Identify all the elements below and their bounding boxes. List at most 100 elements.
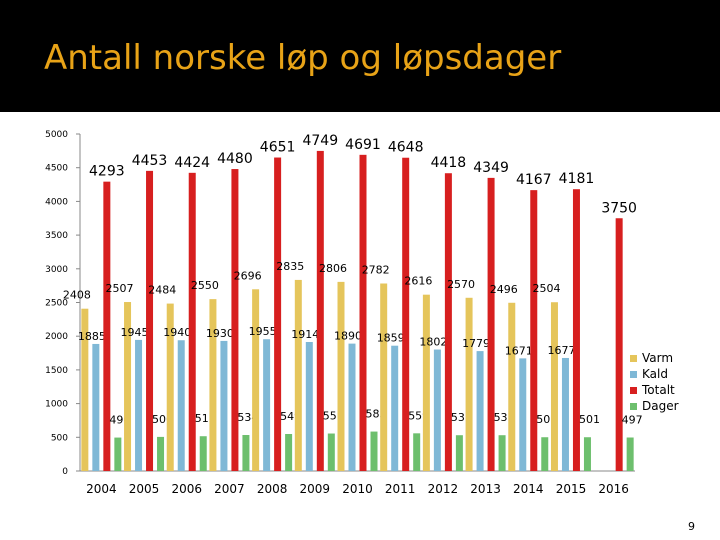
title-band bbox=[0, 0, 720, 112]
bar-totalt bbox=[444, 173, 452, 471]
data-label: 4167 bbox=[516, 172, 552, 188]
bar-totalt bbox=[530, 190, 538, 471]
legend-swatch bbox=[630, 386, 637, 394]
legend-label: Kald bbox=[642, 367, 668, 381]
y-tick-label: 0 bbox=[62, 467, 68, 477]
x-tick-label: 2015 bbox=[556, 482, 587, 496]
bar-dager bbox=[370, 431, 378, 471]
data-label: 1677 bbox=[547, 344, 575, 357]
bar-totalt bbox=[572, 189, 580, 471]
x-tick-label: 2004 bbox=[86, 482, 117, 496]
y-tick-label: 1000 bbox=[45, 400, 68, 410]
bar-varm bbox=[337, 281, 345, 471]
data-label: 2570 bbox=[447, 278, 475, 291]
bar-varm bbox=[508, 302, 516, 471]
x-tick-label: 2006 bbox=[171, 482, 202, 496]
x-tick-label: 2011 bbox=[385, 482, 416, 496]
legend-item: Varm bbox=[630, 350, 679, 366]
x-tick-label: 2008 bbox=[257, 482, 288, 496]
bar-totalt bbox=[615, 218, 623, 471]
data-label: 4293 bbox=[89, 164, 125, 180]
data-label: 2504 bbox=[532, 282, 560, 295]
bar-dager bbox=[199, 436, 207, 471]
data-label: 4648 bbox=[388, 140, 424, 156]
data-label: 2835 bbox=[276, 260, 304, 273]
bar-kald bbox=[348, 343, 356, 471]
bar-varm bbox=[81, 308, 89, 471]
bar-varm bbox=[465, 297, 473, 471]
data-label: 2616 bbox=[404, 275, 432, 288]
bar-totalt bbox=[316, 150, 324, 471]
data-label: 4691 bbox=[345, 137, 381, 153]
bar-totalt bbox=[402, 157, 410, 471]
y-tick-label: 4000 bbox=[45, 197, 68, 207]
bar-totalt bbox=[231, 169, 239, 471]
bar-dager bbox=[242, 435, 250, 471]
data-label: 4480 bbox=[217, 151, 253, 167]
bar-dager bbox=[327, 433, 335, 471]
bar-dager bbox=[114, 437, 122, 471]
bar-kald bbox=[263, 339, 271, 471]
bar-kald bbox=[177, 340, 185, 471]
legend-label: Dager bbox=[642, 399, 679, 413]
data-label: 4181 bbox=[559, 171, 595, 187]
y-tick-label: 3000 bbox=[45, 265, 68, 275]
chart-legend: Varm Kald Totalt Dager bbox=[630, 350, 679, 414]
data-label: 4651 bbox=[260, 140, 296, 156]
slide-title: Antall norske løp og løpsdager bbox=[44, 38, 562, 78]
data-label: 501 bbox=[579, 413, 600, 426]
data-label: 1930 bbox=[206, 327, 234, 340]
bar-totalt bbox=[359, 154, 367, 471]
bar-kald bbox=[220, 340, 228, 471]
data-label: 2496 bbox=[490, 283, 518, 296]
bar-totalt bbox=[487, 177, 495, 471]
bar-totalt bbox=[146, 170, 154, 471]
bar-varm bbox=[209, 299, 217, 471]
data-label: 4418 bbox=[431, 155, 467, 171]
bar-kald bbox=[476, 351, 484, 471]
data-label: 2782 bbox=[362, 263, 390, 276]
legend-item: Kald bbox=[630, 366, 679, 382]
data-label: 1940 bbox=[163, 326, 191, 339]
bar-varm bbox=[166, 303, 174, 471]
data-label: 2408 bbox=[63, 289, 91, 302]
data-label: 2484 bbox=[148, 284, 176, 297]
bar-kald bbox=[305, 341, 313, 471]
data-label: 1859 bbox=[377, 332, 405, 345]
bar-kald bbox=[561, 357, 569, 471]
data-label: 1955 bbox=[249, 325, 277, 338]
y-tick-label: 4500 bbox=[45, 164, 68, 174]
bar-varm bbox=[124, 302, 132, 471]
y-tick-label: 2000 bbox=[45, 332, 68, 342]
bar-chart: 0 500 1000 1500 2000 2500 3000 3500 4000 4500 5000… bbox=[45, 130, 643, 496]
legend-label: Varm bbox=[642, 351, 674, 365]
bar-dager bbox=[285, 433, 293, 471]
y-tick-label: 5000 bbox=[45, 130, 68, 140]
bar-dager bbox=[157, 436, 165, 471]
bar-totalt bbox=[188, 172, 196, 472]
data-label: 2550 bbox=[191, 279, 219, 292]
data-label: 1914 bbox=[291, 328, 319, 341]
y-tick-label: 3500 bbox=[45, 231, 68, 241]
y-tick-label: 1500 bbox=[45, 366, 68, 376]
bar-kald bbox=[433, 349, 441, 471]
bar-kald bbox=[391, 345, 399, 471]
data-label: 2696 bbox=[234, 269, 262, 282]
legend-item: Dager bbox=[630, 398, 679, 414]
bar-varm bbox=[294, 279, 302, 471]
data-label: 4349 bbox=[473, 160, 509, 176]
data-label: 1802 bbox=[419, 336, 447, 349]
data-label: 1890 bbox=[334, 330, 362, 343]
x-tick-label: 2010 bbox=[342, 482, 373, 496]
data-label: 1779 bbox=[462, 337, 490, 350]
data-label: 4453 bbox=[132, 153, 168, 169]
bar-varm bbox=[380, 283, 388, 471]
x-tick-label: 2013 bbox=[470, 482, 501, 496]
x-tick-label: 2012 bbox=[428, 482, 459, 496]
legend-swatch bbox=[630, 370, 637, 378]
data-label: 497 bbox=[622, 414, 643, 427]
data-label: 4424 bbox=[174, 155, 210, 171]
legend-item: Totalt bbox=[630, 382, 679, 398]
x-tick-label: 2009 bbox=[300, 482, 331, 496]
data-label: 3750 bbox=[601, 200, 637, 216]
